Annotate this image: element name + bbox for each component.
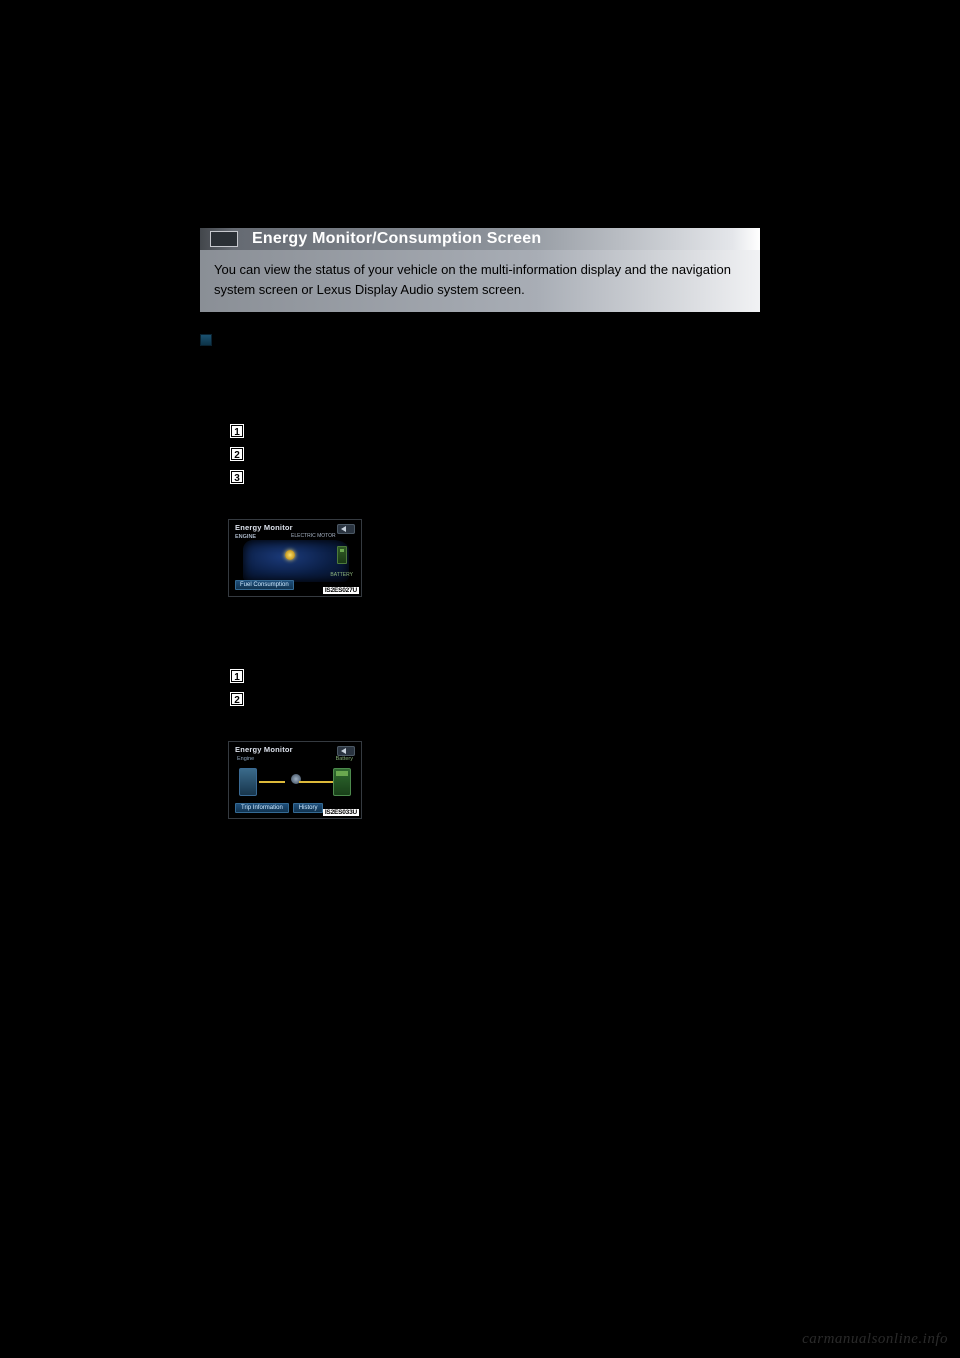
step-number: 2: [232, 449, 242, 459]
step-item: 3: [230, 470, 760, 489]
back-icon[interactable]: [337, 524, 355, 534]
fuel-consumption-button[interactable]: Fuel Consumption: [235, 580, 294, 590]
title-bar-icon: [210, 231, 238, 247]
back-icon[interactable]: [337, 746, 355, 756]
step-number: 2: [232, 694, 242, 704]
square-bullet-icon: [200, 334, 212, 346]
watermark-text: carmanualsonline.info: [802, 1331, 948, 1348]
flow-line-icon: [299, 781, 335, 783]
label-battery: Battery: [336, 756, 353, 762]
step-number-box: 2: [230, 692, 244, 706]
step-number-box: 1: [230, 424, 244, 438]
intro-box: You can view the status of your vehicle …: [200, 250, 760, 312]
display-audio-screen-preview: Energy Monitor Engine Battery Trip Infor…: [228, 741, 362, 819]
header: Energy Monitor/Consumption Screen You ca…: [200, 228, 760, 312]
intro-text: You can view the status of your vehicle …: [214, 260, 746, 300]
step-number-box: 3: [230, 470, 244, 484]
title-bar: Energy Monitor/Consumption Screen: [200, 228, 760, 250]
nav-screen-preview: Energy Monitor ENGINE ELECTRIC MOTOR BAT…: [228, 519, 362, 597]
step-item: 2: [230, 692, 760, 711]
energy-flow-graphic: [239, 764, 351, 800]
label-battery: BATTERY: [330, 572, 353, 578]
engine-block-icon: [239, 768, 257, 796]
step-number-box: 1: [230, 669, 244, 683]
step-item: 2: [230, 447, 760, 466]
battery-icon: [337, 546, 347, 564]
arrow-right-icon: [208, 649, 217, 659]
image-code: IS2ES033U: [323, 809, 359, 816]
step-list: 1 2: [230, 669, 760, 711]
screen-title: Energy Monitor: [235, 523, 293, 532]
screen-button-row: Trip Information History: [235, 803, 323, 813]
subsection: 1 2 3 Energy Monitor ENGINE ELECTRIC MOT…: [208, 400, 760, 597]
label-motor: ELECTRIC MOTOR: [291, 534, 336, 539]
step-item: 1: [230, 669, 760, 688]
step-item: 1: [230, 424, 760, 443]
arrow-right-icon: [208, 404, 217, 414]
step-number: 3: [232, 472, 242, 482]
manual-page: Energy Monitor/Consumption Screen You ca…: [200, 0, 760, 1358]
page-title: Energy Monitor/Consumption Screen: [252, 230, 541, 248]
section-heading: [200, 332, 760, 350]
battery-block-icon: [333, 768, 351, 796]
label-engine: Engine: [237, 756, 254, 762]
subsection: 1 2 Energy Monitor Engine Battery Trip I…: [208, 645, 760, 819]
history-button[interactable]: History: [293, 803, 324, 813]
step-number-box: 2: [230, 447, 244, 461]
screen-title: Energy Monitor: [235, 745, 293, 754]
step-list: 1 2 3: [230, 424, 760, 489]
step-number: 1: [232, 671, 242, 681]
image-code: IS2ES027U: [323, 587, 359, 594]
step-number: 1: [232, 426, 242, 436]
trip-information-button[interactable]: Trip Information: [235, 803, 289, 813]
